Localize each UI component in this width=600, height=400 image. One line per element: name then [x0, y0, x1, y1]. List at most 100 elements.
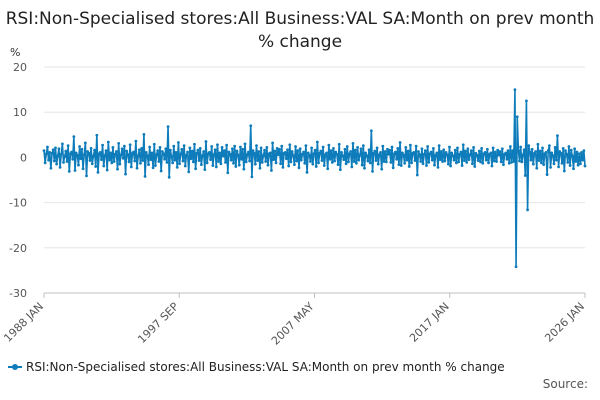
data-point[interactable]	[388, 148, 392, 152]
data-point[interactable]	[154, 164, 157, 167]
data-point[interactable]	[369, 129, 373, 133]
data-point[interactable]	[112, 160, 116, 163]
data-point[interactable]	[374, 159, 378, 162]
data-point[interactable]	[57, 147, 61, 151]
data-point[interactable]	[384, 160, 388, 164]
data-point[interactable]	[102, 164, 106, 168]
data-point[interactable]	[106, 140, 110, 144]
data-point[interactable]	[174, 151, 178, 154]
data-point[interactable]	[114, 150, 118, 153]
data-point[interactable]	[307, 153, 311, 157]
data-point[interactable]	[358, 153, 362, 157]
data-point[interactable]	[152, 142, 156, 146]
data-point[interactable]	[222, 149, 226, 153]
data-point[interactable]	[397, 163, 401, 167]
data-point[interactable]	[256, 159, 260, 162]
data-point[interactable]	[568, 164, 572, 167]
data-point[interactable]	[187, 170, 191, 174]
data-point[interactable]	[94, 165, 98, 168]
data-point[interactable]	[305, 170, 309, 174]
data-point[interactable]	[87, 151, 91, 155]
data-point[interactable]	[465, 160, 469, 164]
data-point[interactable]	[505, 157, 509, 161]
data-point[interactable]	[290, 150, 294, 153]
data-point[interactable]	[572, 167, 575, 171]
data-point[interactable]	[43, 161, 47, 165]
data-point[interactable]	[119, 153, 123, 157]
data-point[interactable]	[306, 151, 310, 155]
data-point[interactable]	[288, 143, 292, 147]
data-point[interactable]	[216, 143, 219, 147]
data-point[interactable]	[104, 149, 108, 153]
data-point[interactable]	[490, 164, 494, 168]
data-point[interactable]	[155, 153, 158, 157]
data-point[interactable]	[103, 154, 107, 157]
data-point[interactable]	[229, 158, 233, 162]
data-point[interactable]	[63, 155, 67, 158]
data-point[interactable]	[317, 161, 320, 165]
data-point[interactable]	[399, 164, 403, 167]
data-point[interactable]	[468, 153, 472, 157]
data-point[interactable]	[46, 145, 49, 149]
data-point[interactable]	[96, 170, 100, 174]
data-point[interactable]	[163, 157, 167, 161]
data-point[interactable]	[234, 165, 238, 168]
data-point[interactable]	[320, 159, 324, 162]
data-point[interactable]	[553, 146, 557, 149]
data-point[interactable]	[386, 147, 389, 151]
data-point[interactable]	[117, 141, 121, 145]
data-point[interactable]	[364, 151, 368, 155]
data-point[interactable]	[371, 170, 374, 173]
data-point[interactable]	[360, 163, 364, 167]
data-point[interactable]	[303, 161, 307, 165]
data-point[interactable]	[357, 158, 361, 162]
data-point[interactable]	[42, 149, 46, 153]
data-point[interactable]	[527, 144, 531, 148]
data-point[interactable]	[332, 146, 335, 150]
data-point[interactable]	[450, 151, 454, 155]
data-point[interactable]	[168, 148, 172, 152]
data-point[interactable]	[230, 147, 234, 151]
data-point[interactable]	[460, 164, 464, 167]
data-point[interactable]	[441, 160, 444, 163]
data-point[interactable]	[80, 147, 84, 151]
data-point[interactable]	[483, 151, 487, 154]
data-point[interactable]	[573, 147, 577, 151]
data-point[interactable]	[109, 151, 113, 155]
data-point[interactable]	[515, 115, 519, 119]
data-point[interactable]	[400, 151, 404, 155]
data-point[interactable]	[336, 163, 340, 167]
data-point[interactable]	[259, 146, 263, 150]
data-point[interactable]	[466, 147, 470, 151]
data-point[interactable]	[418, 153, 421, 157]
data-point[interactable]	[72, 135, 76, 139]
data-point[interactable]	[135, 166, 139, 170]
data-point[interactable]	[47, 158, 50, 162]
data-point[interactable]	[179, 152, 183, 156]
data-point[interactable]	[88, 159, 92, 162]
data-point[interactable]	[304, 144, 308, 148]
data-point[interactable]	[181, 159, 185, 163]
data-point[interactable]	[166, 125, 170, 129]
data-point[interactable]	[240, 157, 243, 161]
data-point[interactable]	[510, 160, 513, 164]
data-point[interactable]	[218, 151, 222, 155]
data-point[interactable]	[531, 162, 535, 166]
data-point[interactable]	[495, 160, 498, 163]
data-point[interactable]	[319, 149, 323, 153]
data-point[interactable]	[133, 159, 137, 163]
data-point[interactable]	[98, 151, 102, 154]
data-point[interactable]	[209, 158, 212, 162]
data-point[interactable]	[272, 158, 276, 162]
data-point[interactable]	[315, 140, 319, 144]
data-point[interactable]	[391, 166, 395, 170]
data-point[interactable]	[481, 161, 485, 165]
data-point[interactable]	[403, 161, 407, 165]
data-point[interactable]	[459, 150, 463, 154]
data-point[interactable]	[396, 146, 400, 150]
data-point[interactable]	[378, 153, 381, 157]
data-point[interactable]	[44, 152, 48, 156]
data-point[interactable]	[497, 153, 501, 157]
data-point[interactable]	[182, 144, 186, 148]
data-point[interactable]	[65, 160, 69, 163]
